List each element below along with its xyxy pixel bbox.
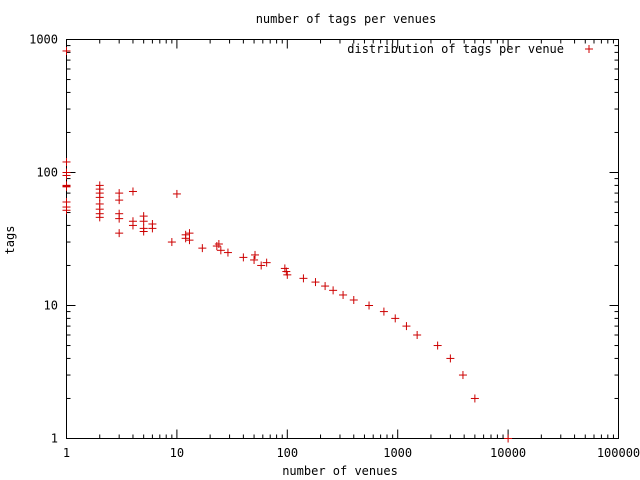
data-point — [299, 274, 308, 283]
data-point — [458, 371, 467, 380]
data-point — [282, 267, 291, 276]
data-point — [167, 238, 176, 247]
data-point — [446, 354, 455, 363]
data-point — [329, 286, 338, 295]
x-tick-label: 10 — [170, 446, 184, 460]
data-point — [321, 282, 330, 291]
data-point — [433, 341, 442, 350]
data-point — [62, 206, 71, 215]
y-tick — [66, 311, 619, 439]
y-tick-label: 1 — [51, 432, 58, 446]
data-point — [62, 46, 71, 55]
x-tick-label: 10000 — [490, 446, 526, 460]
data-point — [198, 244, 207, 253]
y-tick — [66, 45, 619, 173]
data-point — [470, 394, 479, 403]
data-point — [185, 229, 194, 238]
data-point — [250, 255, 259, 264]
data-points — [62, 46, 513, 443]
data-point — [214, 240, 223, 249]
y-axis-label: tags — [3, 226, 17, 255]
plot-frame — [66, 39, 619, 439]
data-point — [148, 224, 157, 233]
data-point — [223, 248, 232, 257]
x-tick-label: 1000 — [383, 446, 412, 460]
data-point — [504, 434, 513, 443]
x-tick-label: 100 — [276, 446, 298, 460]
data-point — [95, 213, 104, 222]
data-point — [185, 236, 194, 245]
data-point — [181, 234, 190, 243]
data-point — [257, 261, 266, 270]
data-point — [311, 278, 320, 287]
x-tick — [286, 39, 394, 439]
chart-title: number of tags per venues — [256, 12, 437, 26]
data-point — [128, 221, 137, 230]
data-point — [216, 246, 225, 255]
data-point — [239, 253, 248, 262]
x-tick — [397, 39, 504, 439]
x-tick — [176, 39, 283, 439]
y-tick-label: 1000 — [29, 33, 58, 47]
data-point — [212, 242, 221, 251]
data-point — [172, 189, 181, 198]
x-tick — [507, 39, 614, 439]
data-point — [413, 331, 422, 340]
data-point — [115, 214, 124, 223]
data-point — [115, 196, 124, 205]
data-point — [62, 182, 71, 191]
data-point — [62, 171, 71, 180]
x-tick-label: 100000 — [597, 446, 640, 460]
data-point — [339, 290, 348, 299]
x-tick — [66, 39, 173, 439]
data-point — [349, 295, 358, 304]
data-point — [391, 314, 400, 323]
x-tick-label: 1 — [63, 446, 70, 460]
data-point — [365, 301, 374, 310]
y-tick — [66, 178, 619, 306]
data-point — [139, 217, 148, 226]
data-point — [128, 187, 137, 196]
x-axis-label: number of venues — [282, 464, 398, 478]
data-point — [283, 270, 292, 279]
x-axis: 1 10 100 1000 10000 100000 — [63, 39, 640, 460]
legend: distribution of tags per venue — [347, 42, 593, 56]
legend-marker — [585, 45, 593, 53]
data-point — [115, 189, 124, 198]
y-tick-label: 100 — [36, 166, 58, 180]
data-point — [402, 322, 411, 331]
y-axis: 1 10 100 1000 — [29, 33, 619, 446]
data-point — [262, 258, 271, 267]
y-tick-label: 10 — [44, 299, 58, 313]
legend-label: distribution of tags per venue — [347, 42, 564, 56]
data-point — [62, 157, 71, 166]
data-point — [379, 307, 388, 316]
data-point — [251, 250, 260, 259]
data-point — [139, 227, 148, 236]
data-point — [115, 229, 124, 238]
